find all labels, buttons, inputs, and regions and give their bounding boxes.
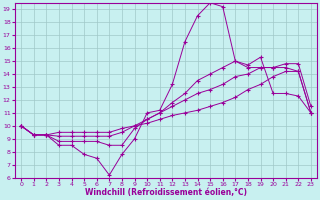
X-axis label: Windchill (Refroidissement éolien,°C): Windchill (Refroidissement éolien,°C) (85, 188, 247, 197)
